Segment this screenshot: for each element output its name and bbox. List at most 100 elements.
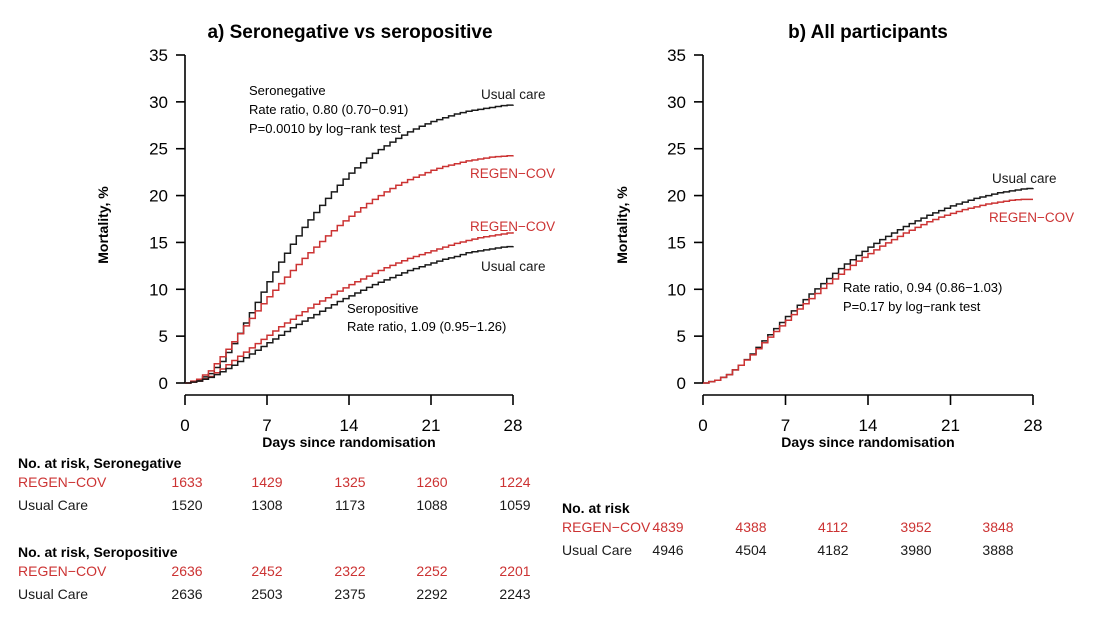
risk-table-seronegative: No. at risk, Seronegative REGEN−COV 1633 1… — [18, 455, 531, 513]
panel-b-curves — [703, 187, 1034, 384]
x-tick-label: 7 — [262, 416, 271, 435]
annotation-all-rate-ratio: Rate ratio, 0.94 (0.86−1.03) — [843, 280, 1002, 295]
panel-a-title: a) Seronegative vs seropositive — [207, 22, 492, 43]
risk-row-value: 3952 — [900, 519, 931, 535]
risk-row-value: 3980 — [900, 542, 931, 558]
panel-b: b) All participants 0 5 10 15 20 25 30 35 Morta… — [614, 22, 1074, 450]
panel-a-x-axis: 0 7 14 21 28 Days since randomisation — [180, 394, 523, 450]
risk-row-value: 2452 — [251, 563, 282, 579]
curve-label-seropositive-usual-care: Usual care — [481, 259, 546, 274]
x-tick-label: 21 — [941, 416, 960, 435]
risk-row-value: 1088 — [416, 497, 447, 513]
y-tick-label: 15 — [667, 233, 686, 252]
risk-row-value: 3848 — [982, 519, 1013, 535]
annotation-seronegative-rate-ratio: Rate ratio, 0.80 (0.70−0.91) — [249, 102, 408, 117]
panel-a-curve-labels: Usual care REGEN−COV REGEN−COV Usual car… — [470, 87, 555, 274]
risk-row-value: 2636 — [171, 586, 202, 602]
risk-row-label: REGEN−COV — [18, 474, 107, 490]
km-curve — [185, 232, 514, 384]
risk-row-value: 2252 — [416, 563, 447, 579]
y-tick-label: 35 — [149, 46, 168, 65]
panel-b-x-axis: 0 7 14 21 28 Days since randomisation — [698, 394, 1043, 450]
risk-row-value: 4182 — [817, 542, 848, 558]
risk-row-value: 4388 — [735, 519, 766, 535]
panel-b-y-axis-title: Mortality, % — [614, 186, 630, 264]
annotation-seronegative-group: Seronegative — [249, 83, 326, 98]
x-tick-label: 28 — [1024, 416, 1043, 435]
panel-a-curves — [185, 104, 514, 384]
panel-a-annotations: Seronegative Rate ratio, 0.80 (0.70−0.91… — [249, 83, 506, 334]
panel-a: a) Seronegative vs seropositive 0 5 10 15 20… — [95, 22, 555, 450]
risk-row-label: REGEN−COV — [18, 563, 107, 579]
panel-b-annotations: Rate ratio, 0.94 (0.86−1.03) P=0.17 by l… — [843, 280, 1002, 314]
risk-row-value: 4839 — [652, 519, 683, 535]
x-tick-label: 28 — [504, 416, 523, 435]
km-curve — [703, 198, 1033, 384]
risk-row-value: 1308 — [251, 497, 282, 513]
curve-label-seronegative-regen-cov: REGEN−COV — [470, 166, 555, 181]
y-tick-label: 30 — [149, 93, 168, 112]
curve-label-seropositive-regen-cov: REGEN−COV — [470, 219, 555, 234]
km-curve — [185, 154, 514, 384]
risk-row-value: 1059 — [499, 497, 530, 513]
y-tick-label: 0 — [677, 374, 686, 393]
panel-a-y-axis-title: Mortality, % — [95, 186, 111, 264]
y-tick-label: 10 — [667, 280, 686, 299]
x-tick-label: 21 — [422, 416, 441, 435]
risk-row-value: 1325 — [334, 474, 365, 490]
risk-row-value: 2636 — [171, 563, 202, 579]
risk-row-value: 1429 — [251, 474, 282, 490]
risk-table-seropositive: No. at risk, Seropositive REGEN−COV 2636 2… — [18, 544, 531, 602]
annotation-seropositive-group: Seropositive — [347, 301, 419, 316]
panel-a-x-axis-title: Days since randomisation — [262, 434, 436, 450]
risk-row-value: 1173 — [335, 497, 365, 513]
curve-label-all-regen-cov: REGEN−COV — [989, 210, 1074, 225]
x-tick-label: 14 — [859, 416, 878, 435]
risk-row-label: Usual Care — [18, 586, 88, 602]
km-curve — [185, 245, 514, 384]
y-tick-label: 25 — [149, 140, 168, 159]
risk-table-all: No. at risk REGEN−COV 4839 4388 4112 3952 384… — [562, 500, 1014, 558]
risk-row-value: 4504 — [735, 542, 766, 558]
y-tick-label: 0 — [159, 374, 168, 393]
y-tick-label: 10 — [149, 280, 168, 299]
panel-b-y-axis: 0 5 10 15 20 25 30 35 Mortality, % — [614, 46, 704, 393]
risk-table-all-header: No. at risk — [562, 500, 630, 516]
km-curve — [703, 187, 1034, 384]
y-tick-label: 30 — [667, 93, 686, 112]
risk-row-value: 2243 — [499, 586, 530, 602]
risk-row-value: 3888 — [982, 542, 1013, 558]
risk-row-value: 1260 — [416, 474, 447, 490]
risk-row-value: 4112 — [818, 519, 848, 535]
y-tick-label: 25 — [667, 140, 686, 159]
y-tick-label: 20 — [667, 187, 686, 206]
y-tick-label: 5 — [159, 327, 168, 346]
risk-table-seronegative-header: No. at risk, Seronegative — [18, 455, 182, 471]
x-tick-label: 14 — [340, 416, 359, 435]
risk-row-value: 1633 — [171, 474, 202, 490]
risk-row-label: Usual Care — [562, 542, 632, 558]
risk-row-value: 2322 — [334, 563, 365, 579]
y-tick-label: 35 — [667, 46, 686, 65]
y-tick-label: 20 — [149, 187, 168, 206]
risk-row-value: 2503 — [251, 586, 282, 602]
x-tick-label: 7 — [781, 416, 790, 435]
annotation-seropositive-rate-ratio: Rate ratio, 1.09 (0.95−1.26) — [347, 319, 506, 334]
risk-row-label: Usual Care — [18, 497, 88, 513]
curve-label-seronegative-usual-care: Usual care — [481, 87, 546, 102]
risk-row-value: 2375 — [334, 586, 365, 602]
risk-table-seropositive-header: No. at risk, Seropositive — [18, 544, 178, 560]
y-tick-label: 5 — [677, 327, 686, 346]
risk-row-value: 1520 — [171, 497, 202, 513]
annotation-all-pvalue: P=0.17 by log−rank test — [843, 299, 981, 314]
risk-row-value: 2201 — [499, 563, 530, 579]
annotation-seronegative-pvalue: P=0.0010 by log−rank test — [249, 121, 401, 136]
x-tick-label: 0 — [698, 416, 707, 435]
panel-a-y-axis: 0 5 10 15 20 25 30 35 Mortality, % — [95, 46, 186, 393]
risk-row-value: 1224 — [499, 474, 530, 490]
panel-b-title: b) All participants — [788, 22, 948, 43]
curve-label-all-usual-care: Usual care — [992, 171, 1057, 186]
y-tick-label: 15 — [149, 233, 168, 252]
